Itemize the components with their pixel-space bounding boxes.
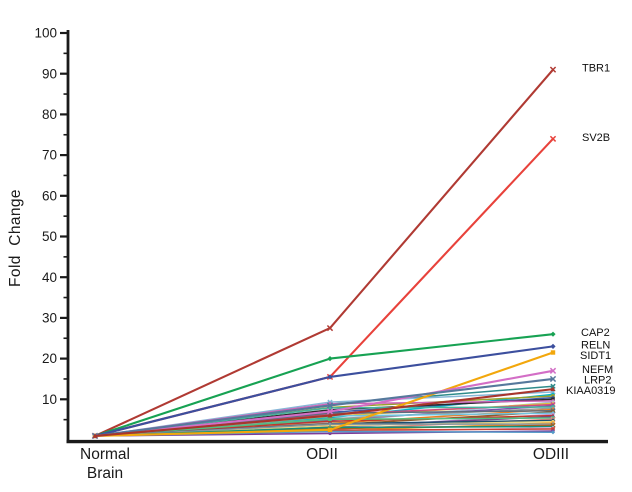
series-label-sv2b: SV2B <box>582 132 610 144</box>
data-point-marker <box>550 383 556 389</box>
y-tick-label: 20 <box>42 351 57 366</box>
data-point-marker <box>327 412 333 418</box>
y-tick-label: 100 <box>34 26 57 41</box>
data-point-marker <box>92 433 98 438</box>
y-tick-label: 50 <box>42 229 57 244</box>
data-point-marker <box>549 367 557 374</box>
data-point-marker <box>326 402 334 409</box>
y-tick-label: 90 <box>42 66 57 81</box>
data-point-marker <box>328 406 332 410</box>
data-point-marker <box>550 407 556 412</box>
data-point-marker <box>326 324 334 332</box>
data-point-marker <box>549 135 557 142</box>
data-point-marker <box>328 417 332 422</box>
data-point-marker <box>549 66 557 73</box>
y-tick-label: 80 <box>42 107 57 122</box>
x-tick-label-normal-brain: Normal Brain <box>80 446 130 482</box>
series-line-tbr1 <box>93 68 555 437</box>
data-point-marker <box>550 331 556 337</box>
y-tick-label: 70 <box>42 148 57 163</box>
x-tick-label-odii: ODII <box>306 446 338 463</box>
y-axis-title: Fold Change <box>7 189 24 287</box>
data-point-marker <box>550 343 556 349</box>
data-point-marker <box>327 427 333 433</box>
y-tick-label: 60 <box>42 188 57 203</box>
series-label-sidt1: SIDT1 <box>580 350 611 362</box>
series-label-reln: RELN <box>581 339 610 351</box>
data-point-marker <box>550 430 556 435</box>
series-label-cap2: CAP2 <box>581 327 610 339</box>
data-point-marker <box>549 375 557 383</box>
y-tick-label: 40 <box>42 270 57 285</box>
series-label-tbr1: TBR1 <box>582 63 610 75</box>
data-point-marker <box>326 408 334 415</box>
data-point-marker <box>327 374 333 380</box>
data-point-marker <box>550 350 556 355</box>
series-label-kiaa0319: KIAA0319 <box>566 385 616 397</box>
y-tick-label: 10 <box>42 392 57 407</box>
x-tick-label-odiii: ODIII <box>532 446 570 463</box>
data-point-marker <box>550 386 556 392</box>
series-label-lrp2: LRP2 <box>584 374 612 386</box>
data-point-marker <box>327 422 333 427</box>
data-point-marker <box>551 416 555 420</box>
series-label-nefm: NEFM <box>582 364 613 376</box>
data-point-marker <box>551 427 555 431</box>
y-tick-label: 30 <box>42 311 57 326</box>
data-point-marker <box>327 356 333 362</box>
data-point-marker <box>328 408 332 412</box>
